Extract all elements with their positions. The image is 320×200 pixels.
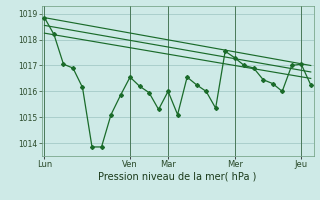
X-axis label: Pression niveau de la mer( hPa ): Pression niveau de la mer( hPa ) xyxy=(99,172,257,182)
